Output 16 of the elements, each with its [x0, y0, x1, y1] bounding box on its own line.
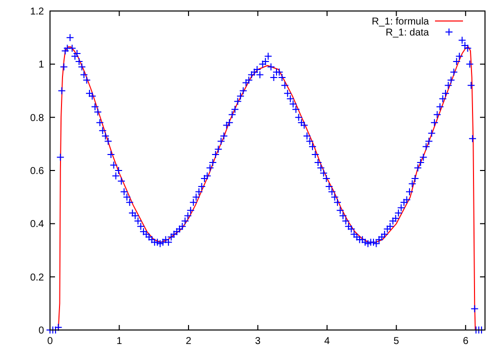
- x-tick-label: 6: [462, 336, 469, 347]
- x-tick-label: 2: [186, 336, 192, 347]
- y-tick-label: 0.2: [30, 272, 44, 284]
- x-tick-label: 3: [255, 336, 262, 347]
- x-tick-label: 0: [47, 336, 54, 347]
- x-tick-label: 1: [116, 336, 122, 347]
- y-tick-label: 1: [38, 60, 44, 71]
- legend-label: R_1: formula: [372, 16, 430, 28]
- legend-label: R_1: data: [386, 28, 430, 38]
- x-tick-label: 5: [394, 336, 400, 347]
- y-tick-label: 0.8: [30, 112, 44, 124]
- y-tick-label: 1.2: [30, 6, 44, 18]
- y-tick-label: 0.6: [30, 166, 44, 177]
- x-tick-label: 4: [324, 336, 330, 347]
- y-tick-label: 0: [38, 326, 44, 336]
- y-tick-label: 0.4: [30, 219, 44, 230]
